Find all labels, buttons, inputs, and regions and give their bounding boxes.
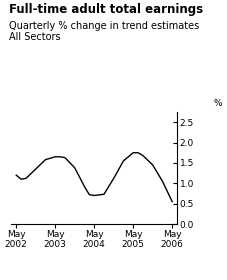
Text: Full-time adult total earnings: Full-time adult total earnings bbox=[9, 3, 203, 16]
Text: %: % bbox=[214, 99, 222, 108]
Text: Quarterly % change in trend estimates: Quarterly % change in trend estimates bbox=[9, 21, 199, 31]
Text: All Sectors: All Sectors bbox=[9, 32, 61, 42]
